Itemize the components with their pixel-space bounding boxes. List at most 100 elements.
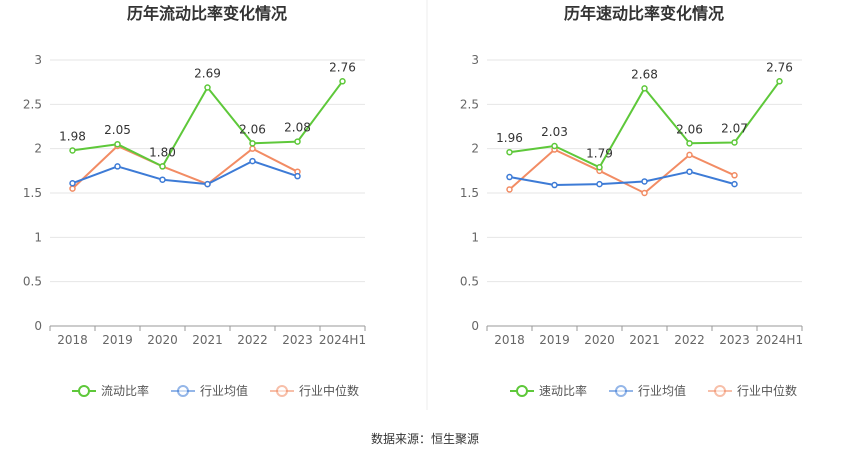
data-point [294, 172, 301, 180]
data-point [686, 140, 693, 147]
legend-label: 行业均值 [638, 383, 686, 398]
legend-item-2[interactable]: 行业均值 [609, 383, 686, 398]
x-tick-label: 2020 [147, 333, 178, 347]
data-label: 1.79 [586, 146, 613, 160]
data-point [641, 178, 648, 185]
data-point [249, 157, 256, 165]
data-point [731, 139, 738, 146]
data-label: 2.08 [284, 121, 311, 135]
x-tick-label: 2022 [237, 333, 268, 347]
y-tick-label: 2 [471, 142, 479, 156]
y-tick-label: 0.5 [460, 275, 479, 289]
legend-item-2[interactable]: 行业均值 [171, 383, 248, 398]
x-tick-label: 2018 [57, 333, 88, 347]
data-point [159, 176, 166, 183]
data-point [249, 145, 256, 152]
data-point [204, 180, 211, 188]
data-label: 2.07 [721, 121, 748, 135]
legend-marker [78, 385, 90, 397]
data-point [69, 147, 76, 154]
x-tick-label: 2021 [629, 333, 660, 347]
data-point [731, 180, 738, 188]
data-point [596, 164, 603, 171]
legend-label: 速动比率 [539, 383, 587, 398]
data-point [776, 78, 783, 85]
legend-item-3[interactable]: 行业中位数 [270, 383, 359, 398]
data-label: 2.69 [194, 66, 221, 80]
y-tick-label: 2.5 [460, 97, 479, 111]
legend-label: 行业均值 [200, 383, 248, 398]
x-tick-label: 2024H1 [756, 333, 803, 347]
y-tick-label: 0 [471, 319, 479, 333]
legend-item-1[interactable]: 速动比率 [510, 383, 587, 398]
series-line-3 [71, 145, 298, 190]
series-line-2 [509, 170, 735, 186]
legend-label: 行业中位数 [299, 383, 359, 398]
legend-marker [615, 385, 627, 397]
data-point [114, 140, 121, 148]
legend-item-3[interactable]: 行业中位数 [708, 383, 797, 398]
data-label: 1.96 [496, 131, 523, 145]
y-tick-label: 1 [34, 230, 42, 244]
y-tick-label: 0.5 [23, 275, 42, 289]
chart-title: 历年速动比率变化情况 [564, 4, 724, 23]
data-point [686, 168, 693, 175]
legend-marker [276, 385, 288, 397]
chart-title: 历年流动比率变化情况 [127, 4, 287, 23]
data-label: 2.06 [676, 122, 703, 136]
data-point [731, 172, 738, 179]
legend-label: 流动比率 [101, 383, 149, 398]
data-point [506, 173, 513, 181]
data-source-note: 数据来源：恒生聚源 [370, 432, 479, 446]
data-point [506, 186, 513, 193]
data-point [686, 151, 693, 159]
y-tick-label: 2 [34, 142, 42, 156]
y-tick-label: 0 [34, 319, 42, 333]
data-point [204, 84, 211, 91]
legend-label: 行业中位数 [737, 383, 797, 398]
data-point [641, 85, 648, 92]
data-point [249, 140, 256, 147]
data-point [69, 185, 76, 192]
y-tick-label: 3 [34, 53, 42, 67]
x-tick-label: 2022 [674, 333, 705, 347]
x-tick-label: 2019 [539, 333, 570, 347]
data-point [294, 138, 301, 145]
data-point [69, 179, 76, 187]
data-label: 2.05 [104, 123, 131, 137]
x-tick-label: 2020 [584, 333, 615, 347]
y-tick-label: 1 [471, 230, 479, 244]
y-tick-label: 1.5 [23, 186, 42, 200]
data-point [114, 163, 121, 170]
x-tick-label: 2019 [102, 333, 133, 347]
series-line-3 [508, 148, 735, 194]
data-point [339, 78, 346, 85]
legend-marker [516, 385, 528, 397]
series-line-2 [72, 160, 298, 186]
x-tick-label: 2021 [192, 333, 223, 347]
data-label: 2.76 [329, 60, 356, 74]
x-tick-label: 2024H1 [319, 333, 366, 347]
data-point [506, 148, 513, 156]
data-point [159, 163, 166, 170]
data-point [596, 180, 603, 188]
x-tick-label: 2023 [719, 333, 750, 347]
data-label: 2.76 [766, 60, 793, 74]
data-label: 1.98 [59, 129, 86, 143]
data-label: 2.03 [541, 125, 568, 139]
chart-panel-1: 历年流动比率变化情况 0 0.5 1 1.5 2 2.5 3 2018 2019 2020 2021 2… [23, 4, 366, 398]
data-point [551, 142, 558, 150]
legend-item-1[interactable]: 流动比率 [72, 383, 149, 398]
legend-marker [714, 385, 726, 397]
x-tick-label: 2023 [282, 333, 313, 347]
y-tick-label: 3 [471, 53, 479, 67]
legend-marker [177, 385, 189, 397]
data-label: 2.68 [631, 67, 658, 81]
data-point [641, 189, 648, 197]
data-label: 2.06 [239, 122, 266, 136]
x-tick-label: 2018 [494, 333, 525, 347]
data-point [551, 181, 558, 189]
data-label: 1.80 [149, 145, 176, 159]
y-tick-label: 2.5 [23, 97, 42, 111]
